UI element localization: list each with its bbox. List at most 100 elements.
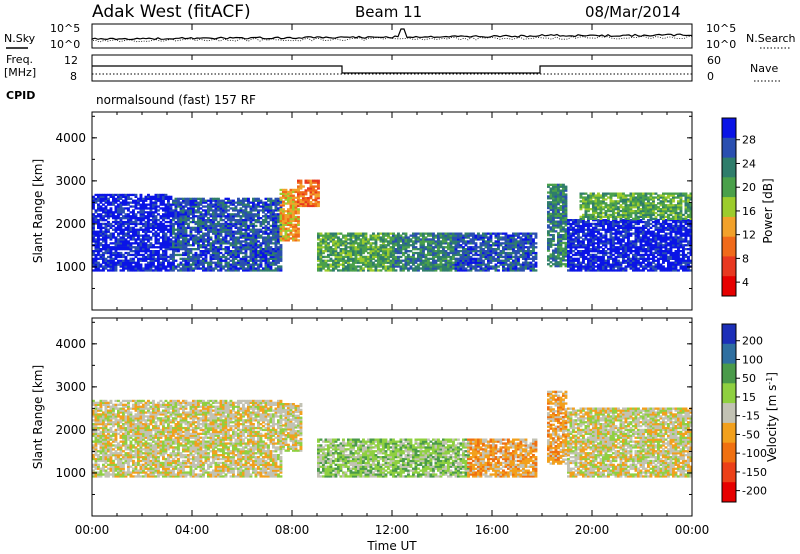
- velocity-colorbar-swatch: [722, 324, 736, 345]
- station-title: Adak West (fitACF): [92, 2, 251, 22]
- nave-label: Nave: [750, 62, 778, 75]
- power-colorbar: 28 24 20 16 12 8 4: [721, 117, 756, 297]
- x-tick-label: 12:00: [375, 523, 410, 537]
- noise-search-label: N.Search: [746, 32, 796, 45]
- velocity-region-5: [547, 390, 568, 465]
- x-tick-label: 08:00: [275, 523, 310, 537]
- noise-sky-series: [91, 28, 693, 41]
- power-colorbar-swatch: [722, 216, 736, 238]
- velocity-region-4: [467, 438, 538, 478]
- power-ytick-label: 2000: [55, 217, 86, 231]
- velocity-region-6: [567, 407, 693, 478]
- velocity-colorbar: 200 100 50 15 -15 -50 -100 -150 -200: [721, 323, 767, 503]
- velocity-region-3: [392, 438, 470, 478]
- velocity-ylabel: Slant Range [km]: [31, 365, 45, 469]
- velocity-colorbar-swatch: [722, 343, 736, 365]
- velocity-panel: 4000 3000 2000 1000 Slant Range [km] 200 100…: [31, 317, 780, 517]
- x-axis-label: Time UT: [366, 539, 417, 553]
- power-region-0: [92, 193, 173, 272]
- time-axis: 00:00 04:00 08:00 12:00 16:00 20:00 00:00: [75, 24, 710, 537]
- cpid-label: CPID: [6, 89, 35, 102]
- power-colorbar-tick: 12: [742, 229, 756, 242]
- velocity-colorbar-swatch: [722, 482, 736, 503]
- velocity-colorbar-tick: -200: [742, 485, 767, 498]
- velocity-colorbar-swatch: [722, 383, 736, 404]
- freq-tick-top: 12: [64, 54, 78, 67]
- x-tick-label: 00:00: [675, 523, 710, 537]
- power-ytick-label: 4000: [55, 131, 86, 145]
- beam-label: Beam 11: [355, 3, 422, 21]
- x-tick-label: 04:00: [175, 523, 210, 537]
- power-colorbar-swatch: [722, 276, 736, 297]
- power-colorbar-tick: 8: [742, 252, 749, 265]
- noise-right-tick-top: 10^5: [706, 22, 736, 35]
- velocity-colorbar-tick: -15: [742, 410, 760, 423]
- velocity-y-axis: 4000 3000 2000 1000: [55, 321, 692, 495]
- date-label: 08/Mar/2014: [585, 3, 681, 21]
- velocity-colorbar-swatch: [722, 363, 736, 384]
- power-colorbar-label: Power [dB]: [761, 178, 775, 243]
- power-region-4: [317, 232, 395, 272]
- velocity-region-1: [279, 403, 303, 452]
- noise-panel: N.Sky 10^5 10^0 10^5 10^0 N.Search: [4, 22, 796, 51]
- power-region-8: [567, 219, 693, 272]
- power-region-5: [392, 232, 458, 272]
- power-colorbar-tick: 16: [742, 205, 756, 218]
- velocity-region-2: [317, 438, 395, 478]
- velocity-colorbar-label: Velocity [m s-1]: [765, 372, 780, 462]
- power-scatter-cells: [92, 179, 693, 272]
- power-ytick-label: 1000: [55, 260, 86, 274]
- velocity-colorbar-swatch: [722, 442, 736, 463]
- velocity-colorbar-tick: -100: [742, 447, 767, 460]
- power-region-1: [172, 197, 283, 272]
- power-colorbar-tick: 4: [742, 276, 749, 289]
- freq-label: Freq.: [6, 53, 33, 66]
- velocity-colorbar-tick: 200: [742, 335, 763, 348]
- x-tick-label: 20:00: [575, 523, 610, 537]
- velocity-colorbar-swatch: [722, 422, 736, 444]
- power-colorbar-swatch: [722, 197, 736, 218]
- x-tick-label: 00:00: [75, 523, 110, 537]
- power-region-2: [279, 188, 300, 242]
- power-region-6: [454, 232, 538, 272]
- power-colorbar-tick: 20: [742, 181, 756, 194]
- x-tick-label: 16:00: [475, 523, 510, 537]
- velocity-ytick-label: 4000: [55, 337, 86, 351]
- velocity-colorbar-tick: -50: [742, 428, 760, 441]
- power-region-7: [547, 183, 568, 268]
- power-colorbar-swatch: [722, 157, 736, 178]
- nave-tick-bottom: 0: [707, 70, 714, 83]
- power-y-axis: 4000 3000 2000 1000: [55, 115, 692, 289]
- cpid-text: normalsound (fast) 157 RF: [96, 93, 256, 107]
- freq-unit-label: [MHz]: [4, 66, 36, 79]
- velocity-colorbar-swatch: [722, 403, 736, 424]
- nave-tick-top: 60: [707, 54, 721, 67]
- velocity-scatter-cells: [92, 390, 693, 478]
- noise-right-tick-bottom: 10^0: [706, 38, 736, 51]
- power-panel: 4000 3000 2000 1000 Slant Range [km] 28 24 20…: [31, 111, 775, 311]
- freq-tick-bottom: 8: [70, 70, 77, 83]
- velocity-colorbar-tick: 50: [742, 372, 756, 385]
- power-colorbar-swatch: [722, 137, 736, 159]
- velocity-region-0: [92, 399, 283, 478]
- velocity-ytick-label: 3000: [55, 380, 86, 394]
- noise-left-tick-top: 10^5: [50, 22, 80, 35]
- frequency-panel: Freq. [MHz] 12 8 60 0 Nave CPID normalso…: [4, 53, 782, 107]
- velocity-colorbar-swatch: [722, 462, 736, 483]
- power-ylabel: Slant Range [km]: [31, 159, 45, 263]
- power-colorbar-tick: 28: [742, 134, 756, 147]
- noise-left-tick-bottom: 10^0: [50, 38, 80, 51]
- velocity-colorbar-tick: 15: [742, 391, 756, 404]
- power-colorbar-swatch: [722, 256, 736, 277]
- power-colorbar-swatch: [722, 236, 736, 257]
- power-colorbar-swatch: [722, 118, 736, 139]
- frequency-series: [92, 65, 692, 74]
- power-region-9: [579, 192, 693, 220]
- power-colorbar-tick: 24: [742, 157, 756, 170]
- noise-sky-label: N.Sky: [4, 32, 36, 45]
- power-ytick-label: 3000: [55, 174, 86, 188]
- velocity-ytick-label: 2000: [55, 423, 86, 437]
- velocity-colorbar-tick: -150: [742, 466, 767, 479]
- noise-search-series: [91, 35, 692, 43]
